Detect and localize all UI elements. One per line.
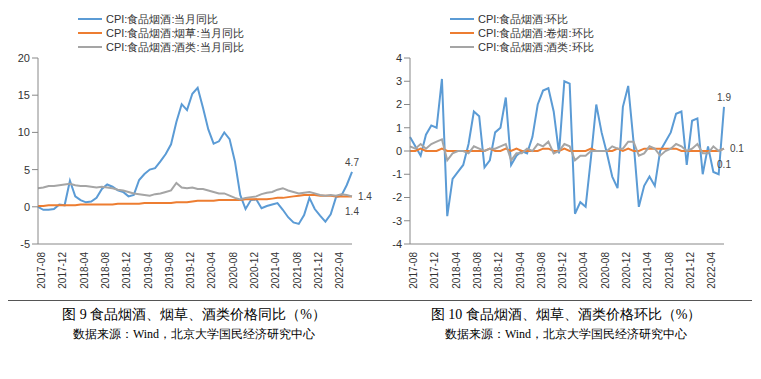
svg-text:-2: -2: [392, 191, 402, 203]
svg-text:1.9: 1.9: [717, 92, 731, 103]
svg-text:2021-08: 2021-08: [664, 252, 675, 289]
html-text:CPI:食品烟酒:酒类:环比: CPI:食品烟酒:酒类:环比: [478, 41, 594, 53]
html-text:图 9 食品烟酒、烟草、酒类价格同比（%）: 图 9 食品烟酒、烟草、酒类价格同比（%）: [62, 307, 326, 322]
svg-text:2020-08: 2020-08: [228, 252, 239, 289]
svg-text:2022-04: 2022-04: [334, 252, 345, 289]
svg-text:2021-12: 2021-12: [313, 252, 324, 289]
svg-text:2021-08: 2021-08: [292, 252, 303, 289]
svg-text:2022-04: 2022-04: [706, 252, 717, 289]
html-text:CPI:食品烟酒:环比: CPI:食品烟酒:环比: [478, 13, 569, 25]
svg-text:2019-08: 2019-08: [536, 252, 547, 289]
svg-text:2020-12: 2020-12: [621, 252, 632, 289]
svg-text:2019-08: 2019-08: [164, 252, 175, 289]
svg-text:2017-08: 2017-08: [408, 252, 419, 289]
svg-text:0: 0: [396, 145, 402, 157]
svg-text:-4: -4: [392, 238, 402, 250]
svg-text:2018-12: 2018-12: [121, 252, 132, 289]
svg-text:2017-08: 2017-08: [36, 252, 47, 289]
svg-text:15: 15: [18, 89, 30, 101]
svg-text:2017-12: 2017-12: [57, 252, 68, 289]
svg-text:0.1: 0.1: [730, 143, 744, 154]
html-text:数据来源：Wind，北京大学国民经济研究中心: 数据来源：Wind，北京大学国民经济研究中心: [444, 327, 688, 341]
svg-text:2021-04: 2021-04: [642, 252, 653, 289]
svg-text:-1: -1: [392, 168, 402, 180]
svg-text:1.4: 1.4: [358, 191, 372, 202]
svg-text:1.4: 1.4: [345, 206, 359, 217]
svg-text:2019-04: 2019-04: [143, 252, 154, 289]
svg-text:4.7: 4.7: [345, 157, 359, 168]
svg-text:2019-12: 2019-12: [185, 252, 196, 289]
svg-text:2: 2: [396, 98, 402, 110]
svg-text:10: 10: [18, 126, 30, 138]
svg-text:2021-12: 2021-12: [685, 252, 696, 289]
svg-text:2018-12: 2018-12: [493, 252, 504, 289]
svg-text:0: 0: [24, 201, 30, 213]
svg-text:2020-04: 2020-04: [206, 252, 217, 289]
html-text:数据来源：Wind，北京大学国民经济研究中心: 数据来源：Wind，北京大学国民经济研究中心: [72, 327, 316, 341]
svg-text:2018-08: 2018-08: [472, 252, 483, 289]
svg-text:4: 4: [396, 52, 402, 64]
svg-text:2020-12: 2020-12: [249, 252, 260, 289]
svg-text:2018-04: 2018-04: [451, 252, 462, 289]
svg-text:2020-08: 2020-08: [600, 252, 611, 289]
svg-text:20: 20: [18, 52, 30, 64]
html-text:CPI:食品烟酒:卷烟:环比: CPI:食品烟酒:卷烟:环比: [478, 27, 594, 39]
html-text:CPI:食品烟酒:酒类:当月同比: CPI:食品烟酒:酒类:当月同比: [106, 41, 244, 53]
svg-text:2019-04: 2019-04: [515, 252, 526, 289]
html-text:CPI:食品烟酒:当月同比: CPI:食品烟酒:当月同比: [106, 13, 219, 25]
svg-text:0.1: 0.1: [717, 159, 731, 170]
svg-text:-5: -5: [20, 238, 30, 250]
svg-text:-3: -3: [392, 215, 402, 227]
html-text:图 10 食品烟酒、烟草、酒类价格环比（%）: 图 10 食品烟酒、烟草、酒类价格环比（%）: [430, 307, 702, 322]
svg-text:2020-04: 2020-04: [578, 252, 589, 289]
svg-text:2018-08: 2018-08: [100, 252, 111, 289]
svg-text:2019-12: 2019-12: [557, 252, 568, 289]
svg-text:2018-04: 2018-04: [79, 252, 90, 289]
svg-text:3: 3: [396, 75, 402, 87]
svg-text:5: 5: [24, 164, 30, 176]
svg-text:1: 1: [396, 122, 402, 134]
svg-text:2021-04: 2021-04: [270, 252, 281, 289]
html-text:CPI:食品烟酒:烟草:当月同比: CPI:食品烟酒:烟草:当月同比: [106, 27, 244, 39]
svg-text:2017-12: 2017-12: [429, 252, 440, 289]
